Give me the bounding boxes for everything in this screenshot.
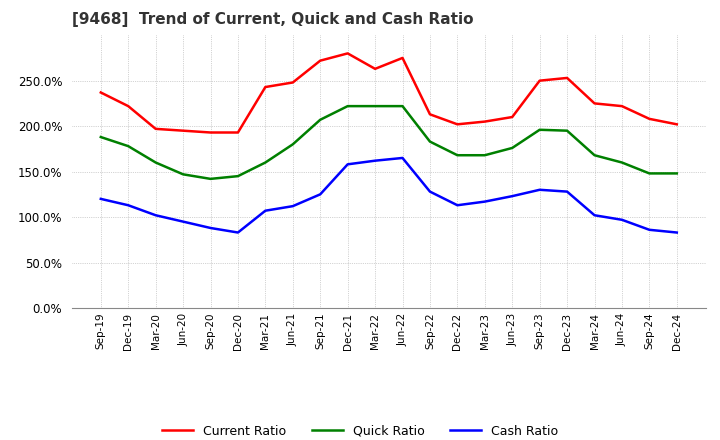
Quick Ratio: [96, 134, 105, 139]
Current Ratio: [426, 112, 434, 117]
Quick Ratio: [536, 127, 544, 132]
Cash Ratio: [179, 219, 187, 224]
Quick Ratio: [124, 143, 132, 149]
Current Ratio: [371, 66, 379, 71]
Current Ratio: [453, 122, 462, 127]
Quick Ratio: [645, 171, 654, 176]
Cash Ratio: [480, 199, 489, 204]
Current Ratio: [536, 78, 544, 83]
Line: Quick Ratio: Quick Ratio: [101, 106, 677, 179]
Quick Ratio: [261, 160, 270, 165]
Quick Ratio: [371, 103, 379, 109]
Legend: Current Ratio, Quick Ratio, Cash Ratio: Current Ratio, Quick Ratio, Cash Ratio: [157, 420, 563, 440]
Cash Ratio: [618, 217, 626, 223]
Line: Cash Ratio: Cash Ratio: [101, 158, 677, 232]
Current Ratio: [508, 114, 516, 120]
Quick Ratio: [590, 153, 599, 158]
Current Ratio: [316, 58, 325, 63]
Quick Ratio: [508, 145, 516, 150]
Current Ratio: [563, 75, 572, 81]
Quick Ratio: [480, 153, 489, 158]
Quick Ratio: [316, 117, 325, 122]
Current Ratio: [233, 130, 242, 135]
Current Ratio: [261, 84, 270, 90]
Cash Ratio: [508, 194, 516, 199]
Quick Ratio: [398, 103, 407, 109]
Cash Ratio: [590, 213, 599, 218]
Quick Ratio: [426, 139, 434, 144]
Quick Ratio: [453, 153, 462, 158]
Line: Current Ratio: Current Ratio: [101, 53, 677, 132]
Quick Ratio: [289, 142, 297, 147]
Current Ratio: [645, 116, 654, 121]
Quick Ratio: [151, 160, 160, 165]
Cash Ratio: [343, 161, 352, 167]
Cash Ratio: [371, 158, 379, 163]
Current Ratio: [398, 55, 407, 61]
Current Ratio: [179, 128, 187, 133]
Cash Ratio: [96, 196, 105, 202]
Current Ratio: [480, 119, 489, 124]
Quick Ratio: [672, 171, 681, 176]
Current Ratio: [124, 103, 132, 109]
Current Ratio: [343, 51, 352, 56]
Cash Ratio: [426, 189, 434, 194]
Cash Ratio: [672, 230, 681, 235]
Quick Ratio: [206, 176, 215, 182]
Cash Ratio: [124, 202, 132, 208]
Cash Ratio: [536, 187, 544, 192]
Cash Ratio: [563, 189, 572, 194]
Cash Ratio: [645, 227, 654, 232]
Quick Ratio: [618, 160, 626, 165]
Cash Ratio: [453, 202, 462, 208]
Current Ratio: [151, 126, 160, 132]
Cash Ratio: [151, 213, 160, 218]
Current Ratio: [590, 101, 599, 106]
Cash Ratio: [206, 225, 215, 231]
Quick Ratio: [179, 172, 187, 177]
Cash Ratio: [261, 208, 270, 213]
Cash Ratio: [316, 192, 325, 197]
Current Ratio: [618, 103, 626, 109]
Current Ratio: [289, 80, 297, 85]
Current Ratio: [206, 130, 215, 135]
Cash Ratio: [289, 204, 297, 209]
Current Ratio: [672, 122, 681, 127]
Quick Ratio: [343, 103, 352, 109]
Quick Ratio: [563, 128, 572, 133]
Cash Ratio: [233, 230, 242, 235]
Current Ratio: [96, 90, 105, 95]
Text: [9468]  Trend of Current, Quick and Cash Ratio: [9468] Trend of Current, Quick and Cash …: [72, 12, 474, 27]
Cash Ratio: [398, 155, 407, 161]
Quick Ratio: [233, 173, 242, 179]
